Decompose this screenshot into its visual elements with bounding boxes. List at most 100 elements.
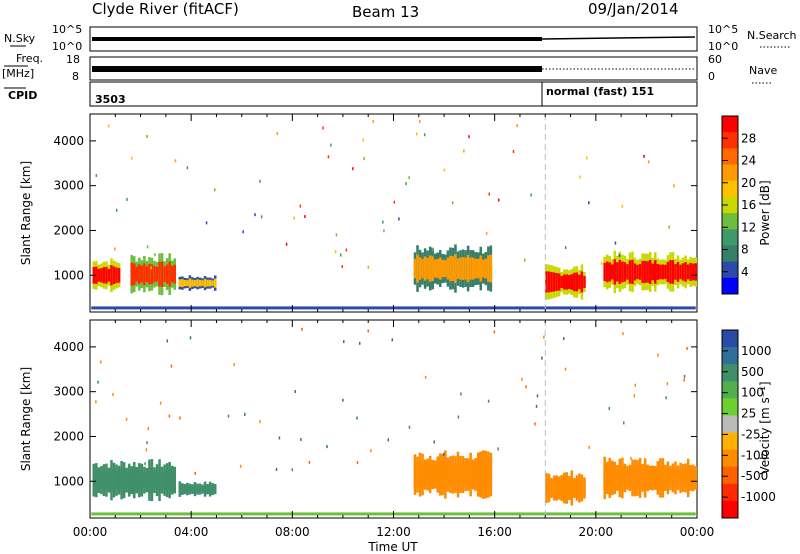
- nsky-trace-late: [541, 36, 696, 40]
- echo-cell-core: [191, 279, 194, 287]
- echo-cell-core: [646, 261, 649, 283]
- echo-cell-core: [163, 470, 166, 490]
- echo-cell-core: [135, 472, 139, 489]
- echo-cell-core: [674, 264, 677, 280]
- echo-cell-core: [479, 460, 483, 489]
- echo-cell-core: [476, 461, 480, 488]
- echo-cell-core: [583, 481, 586, 495]
- y-tick-label: 4000: [53, 340, 84, 354]
- echo-cell-core: [431, 465, 434, 484]
- echo-cell-core: [694, 470, 697, 485]
- echo-cell-core: [439, 461, 442, 488]
- sparse-echo: [521, 377, 523, 381]
- echo-cell-core: [423, 465, 427, 484]
- echo-cell-core: [148, 467, 151, 493]
- sparse-echo: [463, 149, 465, 153]
- power-y-ticks: 1000 2000 3000 4000: [53, 114, 698, 312]
- echo-cell-core: [120, 468, 123, 492]
- echo-cell-core: [654, 470, 657, 486]
- echo-cell-core: [193, 280, 197, 287]
- sparse-echo: [634, 383, 637, 387]
- sparse-echo: [686, 346, 688, 350]
- echo-cell-core: [102, 267, 106, 284]
- colorbar-swatch: [722, 180, 738, 198]
- sparse-echo: [367, 265, 370, 269]
- freq-label-2: [MHz]: [2, 67, 34, 80]
- echo-cell-core: [661, 466, 665, 490]
- echo-cell-core: [623, 262, 627, 282]
- echo-cell-core: [206, 279, 209, 287]
- sparse-echo: [621, 204, 624, 208]
- echo-cell-core: [170, 266, 174, 283]
- echo-cell-core: [621, 465, 624, 491]
- echo-cell-core: [608, 465, 612, 490]
- echo-cell-core: [110, 265, 113, 286]
- echo-cell-core: [461, 463, 465, 486]
- sparse-echo: [564, 367, 567, 371]
- echo-cell-core: [469, 461, 472, 488]
- colorbar-swatch: [722, 229, 738, 246]
- sparse-echo: [334, 250, 337, 254]
- sparse-echo: [233, 362, 235, 366]
- sparse-echo: [657, 353, 659, 357]
- sparse-echo: [370, 449, 372, 453]
- echo-cell-core: [557, 481, 561, 495]
- sparse-echo: [623, 421, 625, 425]
- sparse-echo: [275, 467, 278, 471]
- echo-cell-core: [575, 480, 579, 496]
- echo-cell-core: [605, 468, 609, 488]
- sparse-echo: [460, 392, 462, 396]
- colorbar-swatch: [722, 500, 738, 519]
- echo-cell-core: [138, 469, 141, 491]
- echo-cell-core: [456, 258, 460, 279]
- echo-cell-core: [150, 467, 154, 493]
- y-tick-label: 1000: [53, 474, 84, 488]
- sparse-echo: [683, 374, 686, 378]
- echo-cell-core: [203, 484, 207, 494]
- sparse-echo: [541, 356, 543, 360]
- echo-cell-core: [626, 264, 629, 280]
- echo-cell-core: [100, 268, 103, 283]
- sparse-echo: [668, 225, 670, 229]
- echo-cell-core: [636, 264, 639, 280]
- sparse-echo: [259, 179, 261, 183]
- echo-cell-core: [145, 472, 149, 488]
- sparse-echo: [633, 394, 636, 398]
- sparse-echo: [335, 233, 338, 237]
- echo-cell-core: [449, 463, 452, 486]
- echo-cell-core: [560, 275, 563, 289]
- sparse-echo: [291, 468, 294, 472]
- echo-cell-core: [201, 280, 204, 287]
- echo-cell-core: [651, 263, 655, 281]
- echo-cell-core: [170, 471, 174, 489]
- echo-cell-core: [659, 466, 662, 490]
- sparse-echo: [146, 134, 148, 138]
- colorbar-swatch: [722, 398, 738, 416]
- echo-cell-core: [656, 467, 660, 489]
- echo-cell-core: [125, 472, 128, 488]
- echo-cell-core: [474, 258, 477, 279]
- colorbar-tick-label: 25: [741, 407, 756, 421]
- echo-cell-core: [143, 472, 146, 489]
- echo-cell-core: [102, 470, 106, 490]
- y-tick-label: 3000: [53, 385, 84, 399]
- sparse-echo: [186, 166, 189, 170]
- echo-cell-core: [418, 257, 422, 280]
- echo-cell-core: [153, 472, 156, 488]
- sparse-echo: [534, 422, 536, 426]
- nave-tick-top: 60: [708, 53, 722, 66]
- sparse-echo: [588, 445, 591, 449]
- echo-cell-core: [165, 469, 169, 491]
- echo-cell-core: [150, 264, 154, 284]
- echo-cell-core: [203, 278, 207, 288]
- sparse-echo: [107, 124, 110, 128]
- sparse-echo: [564, 246, 567, 250]
- colorbar-swatch: [722, 148, 738, 166]
- echo-cell-core: [466, 254, 470, 283]
- cpid-segment-1: 3503: [95, 93, 126, 106]
- echo-cell-core: [633, 263, 637, 281]
- echo-cell-core: [689, 470, 692, 486]
- sparse-echo: [352, 167, 354, 171]
- x-tick-label: 00:00: [73, 525, 108, 539]
- echo-cell-core: [603, 465, 606, 491]
